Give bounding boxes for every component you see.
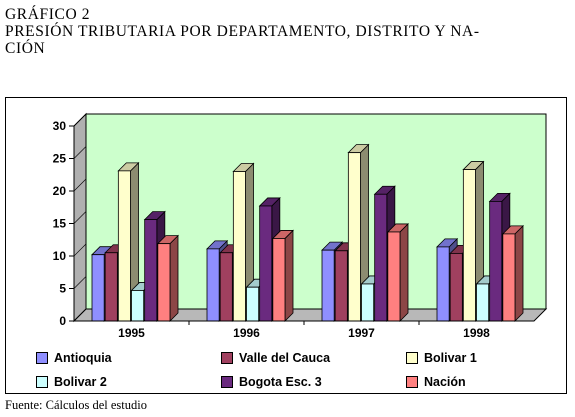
bar-side [169, 234, 179, 322]
bar [489, 201, 503, 322]
bar [144, 219, 158, 322]
bar [272, 238, 286, 322]
bar [321, 249, 335, 322]
y-tick-guide [73, 211, 87, 224]
legend-item: Bogota Esc. 3 [221, 374, 322, 390]
bar [502, 233, 516, 322]
legend-label: Bolivar 1 [424, 351, 477, 365]
heading-line-2: PRESIÓN TRIBUTARIA POR DEPARTAMENTO, DIS… [5, 23, 480, 40]
y-tick-label: 25 [53, 152, 67, 166]
bar [219, 252, 233, 322]
bar [387, 231, 401, 322]
y-tick-guide [73, 243, 87, 257]
legend-swatch [36, 352, 48, 364]
bar-side [284, 229, 294, 322]
x-tick-label: 1998 [463, 326, 490, 340]
y-tick-guide [73, 113, 87, 127]
bar [91, 254, 105, 322]
bar [462, 169, 476, 322]
bar [157, 243, 171, 322]
bar [104, 252, 118, 322]
bar-chart: 0 5 10 15 20 25 30 1995 1996 1997 1998 [53, 112, 548, 340]
legend-item: Bolivar 1 [406, 350, 477, 366]
bar [232, 171, 246, 322]
legend-swatch [406, 352, 418, 364]
legend-item: Valle del Cauca [221, 350, 330, 366]
bar [347, 152, 361, 322]
bar [374, 193, 388, 322]
y-tick-guide [73, 178, 87, 192]
legend-swatch [406, 376, 418, 388]
y-tick-label: 0 [59, 314, 66, 328]
legend-item: Antioquia [36, 350, 112, 366]
legend-swatch [221, 352, 233, 364]
x-tick-label: 1997 [348, 326, 375, 340]
chart-frame: 0 5 10 15 20 25 30 1995 1996 1997 1998 Antioquia Va… [5, 97, 567, 394]
bar [246, 286, 260, 322]
bar [131, 290, 145, 322]
legend-item: Bolivar 2 [36, 374, 107, 390]
x-tick-label: 1995 [118, 326, 145, 340]
legend-item: Nación [406, 374, 466, 390]
heading-line-1: GRÁFICO 2 [5, 6, 91, 23]
legend-label: Antioquia [54, 351, 112, 365]
bar [117, 170, 131, 322]
bar [206, 248, 220, 322]
y-tick-guide [73, 146, 87, 159]
legend-label: Nación [424, 375, 466, 389]
y-tick-guide [73, 276, 87, 289]
x-tick-label: 1996 [233, 326, 260, 340]
legend-label: Bogota Esc. 3 [239, 375, 322, 389]
y-tick-label: 20 [53, 184, 67, 198]
bar [449, 252, 463, 322]
chart-heading: GRÁFICO 2 PRESIÓN TRIBUTARIA POR DEPARTA… [5, 6, 570, 57]
legend-label: Bolivar 2 [54, 375, 107, 389]
legend-label: Valle del Cauca [239, 351, 331, 365]
y-tick-label: 15 [53, 217, 67, 231]
bar [361, 283, 375, 322]
y-tick-label: 5 [59, 282, 66, 296]
heading-line-3: CIÓN [5, 40, 46, 57]
legend-swatch [36, 376, 48, 388]
bar [436, 246, 450, 322]
legend-swatch [221, 376, 233, 388]
y-tick-label: 30 [53, 119, 67, 133]
bar [259, 205, 273, 322]
bar-side [399, 222, 409, 322]
y-tick-label: 10 [53, 249, 67, 263]
bar-side [514, 224, 524, 322]
source-note: Fuente: Cálculos del estudio [5, 398, 147, 412]
y-tick-guide [73, 308, 87, 322]
bar [476, 283, 490, 322]
bar [334, 250, 348, 322]
